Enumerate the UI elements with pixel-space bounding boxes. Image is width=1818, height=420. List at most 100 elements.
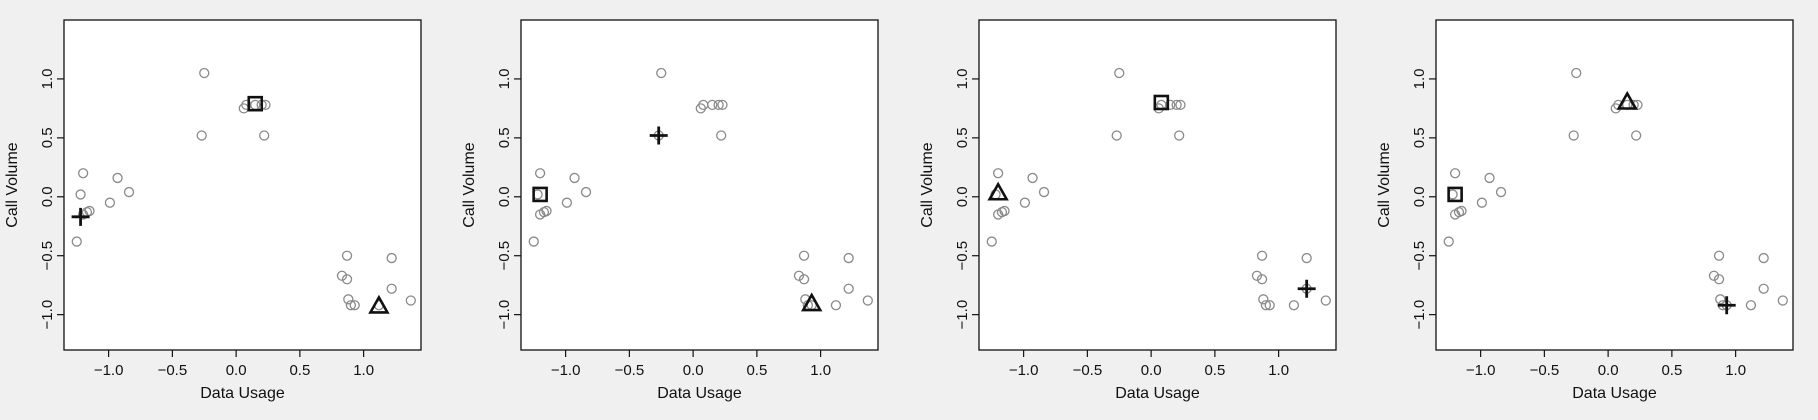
- data-point: [716, 130, 727, 141]
- data-point: [843, 252, 854, 264]
- y-tick-label: 1.0: [954, 68, 971, 89]
- data-point: [71, 236, 82, 247]
- data-point: [1256, 250, 1268, 261]
- data-point: [386, 252, 397, 264]
- y-tick-label: −0.5: [1411, 241, 1428, 271]
- y-tick-label: 1.0: [496, 68, 513, 89]
- data-point: [1301, 252, 1312, 264]
- x-tick-label: −0.5: [158, 362, 188, 379]
- data-point: [561, 197, 573, 208]
- y-tick-label: 0.5: [496, 127, 513, 148]
- x-tick-label: 0.5: [1204, 362, 1225, 379]
- data-point: [1174, 130, 1185, 141]
- centroid-triangle: [1616, 90, 1638, 110]
- x-tick-label: 1.0: [1268, 362, 1289, 379]
- data-point: [580, 186, 592, 198]
- data-point: [341, 250, 353, 261]
- data-point: [1758, 283, 1769, 294]
- plot-frame: [520, 19, 879, 351]
- data-point: [259, 130, 270, 141]
- data-point: [1111, 130, 1122, 141]
- data-point: [830, 300, 842, 311]
- y-tick-label: 0.0: [39, 186, 56, 207]
- data-point: [1476, 197, 1488, 208]
- data-point: [196, 130, 207, 141]
- x-tick-label: 0.5: [289, 362, 310, 379]
- data-point: [1745, 300, 1757, 311]
- x-tick-label: −1.0: [1009, 362, 1039, 379]
- data-point: [104, 197, 116, 208]
- data-point: [1631, 130, 1642, 141]
- data-point: [1258, 294, 1269, 305]
- y-tick-label: −1.0: [1411, 300, 1428, 330]
- y-tick-label: −1.0: [496, 300, 513, 330]
- data-point: [798, 274, 810, 285]
- centroid-plus: [1717, 296, 1736, 315]
- data-point: [1449, 168, 1461, 179]
- centroid-triangle: [987, 181, 1009, 201]
- data-point: [1256, 274, 1268, 285]
- data-point: [1165, 99, 1176, 111]
- x-tick-label: −1.0: [551, 362, 581, 379]
- x-tick-label: 1.0: [1725, 362, 1746, 379]
- data-point: [1708, 270, 1720, 281]
- data-point: [1571, 67, 1582, 79]
- data-point: [1495, 186, 1507, 198]
- data-point: [986, 236, 997, 247]
- x-tick-label: −0.5: [615, 362, 645, 379]
- data-point: [199, 67, 210, 79]
- centroid-triangle: [368, 294, 390, 314]
- data-point: [713, 99, 724, 111]
- x-tick-label: 0.5: [1661, 362, 1682, 379]
- data-point: [793, 270, 805, 281]
- data-point: [405, 295, 416, 306]
- x-axis-title: Data Usage: [1572, 385, 1657, 402]
- data-point: [1114, 67, 1125, 79]
- scatter-panel-3: −1.0 −0.5 0.0 0.5 1.0 −1.0 −0.5 0.0 0.5 1.0 Data U…: [919, 19, 1337, 402]
- y-tick-label: −0.5: [954, 241, 971, 271]
- data-point: [1027, 172, 1038, 184]
- data-point: [336, 270, 348, 281]
- data-point: [1713, 250, 1725, 261]
- y-tick-label: −0.5: [39, 241, 56, 271]
- y-axis-title: Call Volume: [4, 142, 21, 227]
- data-point: [77, 168, 89, 179]
- centroid-plus: [71, 207, 90, 226]
- data-point: [541, 205, 552, 217]
- data-point: [1777, 295, 1788, 306]
- data-point: [345, 300, 357, 311]
- data-point: [1019, 197, 1031, 208]
- y-axis-title: Call Volume: [461, 142, 478, 227]
- data-point: [343, 294, 354, 305]
- data-point: [656, 67, 667, 79]
- data-point: [123, 186, 135, 198]
- y-tick-label: −1.0: [954, 300, 971, 330]
- centroid-square: [247, 95, 264, 112]
- data-point: [1320, 295, 1331, 306]
- y-tick-label: −0.5: [496, 241, 513, 271]
- data-point: [1251, 270, 1263, 281]
- data-point: [75, 189, 86, 200]
- x-tick-label: −1.0: [1466, 362, 1496, 379]
- data-point: [1038, 186, 1050, 198]
- plot-frame: [1435, 19, 1794, 351]
- x-tick-label: −0.5: [1073, 362, 1103, 379]
- x-tick-label: 0.0: [683, 362, 704, 379]
- x-tick-label: 1.0: [353, 362, 374, 379]
- scatter-panel-2: −1.0 −0.5 0.0 0.5 1.0 −1.0 −0.5 0.0 0.5 1.0 Data U…: [461, 19, 879, 402]
- y-tick-label: 0.0: [954, 186, 971, 207]
- centroid-plus: [1297, 279, 1316, 298]
- y-tick-label: 1.0: [1411, 68, 1428, 89]
- centroid-square: [1153, 94, 1170, 111]
- y-axis-title: Call Volume: [919, 142, 936, 227]
- x-tick-label: 0.5: [746, 362, 767, 379]
- data-point: [843, 283, 854, 294]
- data-point: [992, 168, 1004, 179]
- data-point: [1443, 236, 1454, 247]
- data-point: [999, 205, 1010, 217]
- data-point: [798, 250, 810, 261]
- scatter-panel-1: −1.0 −0.5 0.0 0.5 1.0 −1.0 −0.5 0.0 0.5 1.0 Data U…: [4, 19, 422, 402]
- x-tick-label: −0.5: [1530, 362, 1560, 379]
- x-tick-label: 0.0: [1141, 362, 1162, 379]
